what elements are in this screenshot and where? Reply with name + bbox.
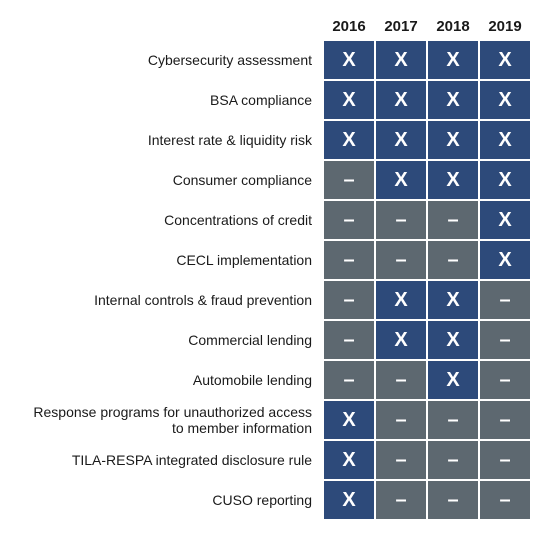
cell-absent: – [376, 401, 426, 439]
year-header: 2017 [376, 18, 426, 35]
cell-present: X [480, 201, 530, 239]
cell-absent: – [324, 201, 374, 239]
table-row: Response programs for unauthorized acces… [20, 401, 530, 439]
cell-absent: – [376, 441, 426, 479]
table-row: Concentrations of credit–––X [20, 201, 530, 239]
table-row: CUSO reportingX––– [20, 481, 530, 519]
cell-absent: – [480, 481, 530, 519]
cell-present: X [428, 161, 478, 199]
cell-absent: – [324, 241, 374, 279]
table-row: Consumer compliance–XXX [20, 161, 530, 199]
row-label: CUSO reporting [22, 492, 322, 508]
cell-absent: – [376, 201, 426, 239]
cell-absent: – [428, 241, 478, 279]
row-label: Internal controls & fraud prevention [22, 292, 322, 308]
cell-present: X [480, 161, 530, 199]
cell-present: X [324, 401, 374, 439]
table-row: Commercial lending–XX– [20, 321, 530, 359]
cell-absent: – [480, 441, 530, 479]
cell-present: X [376, 281, 426, 319]
row-label: Cybersecurity assessment [22, 52, 322, 68]
cell-absent: – [428, 201, 478, 239]
cell-present: X [324, 81, 374, 119]
cell-present: X [376, 41, 426, 79]
cell-absent: – [324, 321, 374, 359]
cell-present: X [480, 241, 530, 279]
cell-present: X [428, 41, 478, 79]
year-header-row: 2016201720182019 [20, 18, 530, 35]
cell-absent: – [428, 401, 478, 439]
cell-present: X [428, 321, 478, 359]
row-label: CECL implementation [22, 252, 322, 268]
table-row: TILA-RESPA integrated disclosure ruleX––… [20, 441, 530, 479]
table-row: CECL implementation–––X [20, 241, 530, 279]
cell-present: X [428, 121, 478, 159]
cell-present: X [428, 361, 478, 399]
cell-present: X [428, 281, 478, 319]
year-header: 2019 [480, 18, 530, 35]
cell-present: X [324, 41, 374, 79]
table-row: Interest rate & liquidity riskXXXX [20, 121, 530, 159]
cell-absent: – [428, 481, 478, 519]
cell-present: X [376, 81, 426, 119]
row-label: BSA compliance [22, 92, 322, 108]
cell-absent: – [324, 161, 374, 199]
cell-absent: – [324, 281, 374, 319]
cell-absent: – [480, 321, 530, 359]
row-label: Commercial lending [22, 332, 322, 348]
row-label: Response programs for unauthorized acces… [22, 404, 322, 436]
header-spacer [22, 18, 322, 35]
cell-absent: – [480, 361, 530, 399]
table-row: BSA complianceXXXX [20, 81, 530, 119]
table-row: Internal controls & fraud prevention–XX– [20, 281, 530, 319]
cell-present: X [480, 121, 530, 159]
table-row: Cybersecurity assessmentXXXX [20, 41, 530, 79]
priority-matrix: 2016201720182019 Cybersecurity assessment… [0, 0, 550, 539]
cell-absent: – [376, 361, 426, 399]
cell-present: X [376, 321, 426, 359]
table-row: Automobile lending––X– [20, 361, 530, 399]
cell-present: X [376, 121, 426, 159]
cell-present: X [324, 481, 374, 519]
row-label: Automobile lending [22, 372, 322, 388]
cell-present: X [376, 161, 426, 199]
row-label: Concentrations of credit [22, 212, 322, 228]
cell-absent: – [480, 281, 530, 319]
cell-present: X [428, 81, 478, 119]
row-label: Consumer compliance [22, 172, 322, 188]
cell-present: X [480, 81, 530, 119]
cell-absent: – [376, 241, 426, 279]
cell-absent: – [376, 481, 426, 519]
cell-present: X [480, 41, 530, 79]
cell-present: X [324, 121, 374, 159]
row-label: TILA-RESPA integrated disclosure rule [22, 452, 322, 468]
cell-absent: – [324, 361, 374, 399]
cell-absent: – [480, 401, 530, 439]
cell-present: X [324, 441, 374, 479]
year-header: 2016 [324, 18, 374, 35]
row-label: Interest rate & liquidity risk [22, 132, 322, 148]
cell-absent: – [428, 441, 478, 479]
year-header: 2018 [428, 18, 478, 35]
